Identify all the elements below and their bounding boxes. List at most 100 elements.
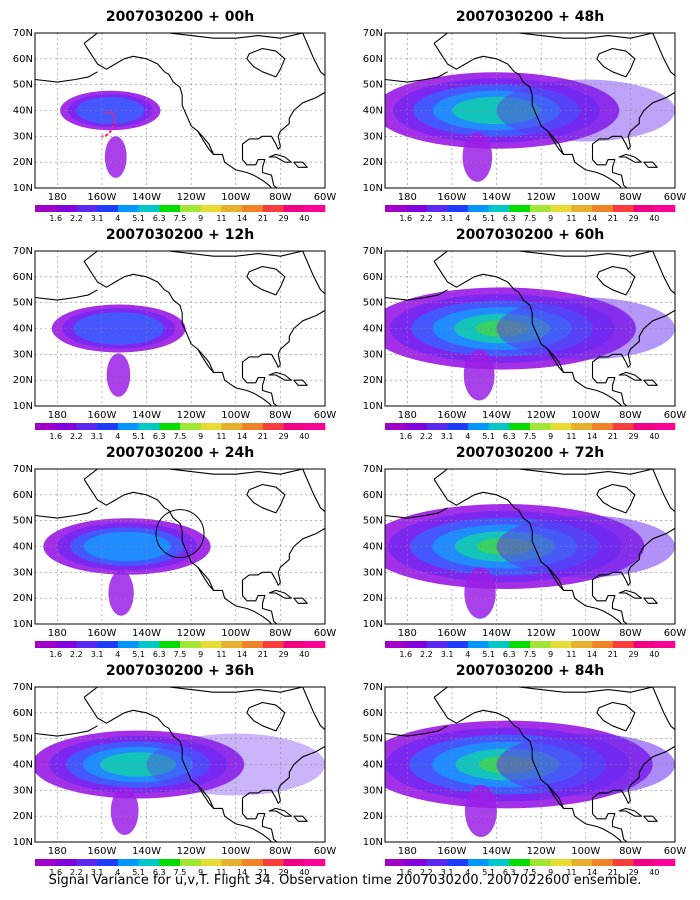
colorbar-label: 1.6 bbox=[399, 432, 412, 441]
lon-tick-label: 80W bbox=[269, 410, 292, 421]
colorbar-label: 40 bbox=[299, 650, 309, 659]
colorbar-swatch bbox=[592, 641, 614, 648]
lon-tick-label: 80W bbox=[619, 628, 642, 639]
lon-tick-label: 160W bbox=[87, 846, 116, 857]
lon-tick-label: 100W bbox=[571, 192, 600, 203]
colorbar-swatch bbox=[221, 859, 243, 866]
colorbar-swatch bbox=[283, 859, 305, 866]
lon-tick-label: 140W bbox=[482, 192, 511, 203]
colorbar-swatch bbox=[571, 205, 593, 212]
colorbar-label: 21 bbox=[258, 650, 268, 659]
colorbar-label: 11 bbox=[216, 432, 226, 441]
colorbar-swatch bbox=[138, 205, 160, 212]
map-panel: 2007030200 + 24h 70N 60N 50N 40N 30N 20N 10N 180… bbox=[10, 444, 350, 659]
colorbar-swatch bbox=[654, 423, 676, 430]
colorbar-label: 4 bbox=[465, 868, 470, 877]
colorbar-swatch bbox=[633, 423, 655, 430]
colorbar-label: 1.6 bbox=[49, 868, 62, 877]
colorbar-swatch bbox=[509, 641, 531, 648]
colorbar-label: 14 bbox=[237, 868, 247, 877]
colorbar-label: 11 bbox=[216, 214, 226, 223]
variance-tongue bbox=[110, 787, 139, 835]
variance-tongue bbox=[464, 567, 496, 619]
colorbar-label: 11 bbox=[566, 432, 576, 441]
colorbar-label: 9 bbox=[198, 432, 203, 441]
coastline bbox=[35, 33, 325, 188]
lon-tick-label: 80W bbox=[619, 846, 642, 857]
colorbar-label: 9 bbox=[548, 432, 553, 441]
colorbar-swatch bbox=[488, 641, 510, 648]
lon-tick-label: 180 bbox=[48, 846, 67, 857]
lon-tick-label: 140W bbox=[482, 628, 511, 639]
colorbar-swatch bbox=[550, 641, 572, 648]
colorbar-swatch bbox=[633, 205, 655, 212]
colorbar-label: 14 bbox=[237, 432, 247, 441]
map-figure: 70N 60N 50N 40N 30N 20N 10N 180 160W 140W 120W 100W… bbox=[13, 246, 337, 441]
colorbar-swatch bbox=[612, 423, 634, 430]
variance-contour-2 bbox=[73, 312, 165, 345]
lon-tick-label: 100W bbox=[221, 410, 250, 421]
map-panel: 2007030200 + 48h 70N 60N 50N 40N 30N 20N 10N 180… bbox=[360, 8, 700, 223]
lon-tick-label: 60W bbox=[664, 628, 687, 639]
lat-tick-label: 30N bbox=[13, 349, 33, 360]
lon-tick-label: 120W bbox=[177, 846, 206, 857]
lon-tick-label: 140W bbox=[482, 410, 511, 421]
colorbar-label: 1.6 bbox=[399, 214, 412, 223]
colorbar-swatch bbox=[55, 641, 77, 648]
colorbar-label: 7.5 bbox=[524, 432, 537, 441]
coastline bbox=[385, 687, 675, 842]
colorbar-swatch bbox=[550, 205, 572, 212]
colorbar-swatch bbox=[447, 859, 469, 866]
colorbar-swatch bbox=[592, 423, 614, 430]
colorbar-label: 14 bbox=[237, 650, 247, 659]
lon-tick-label: 180 bbox=[398, 192, 417, 203]
lat-tick-label: 60N bbox=[13, 490, 33, 501]
colorbar-swatch bbox=[612, 859, 634, 866]
colorbar-label: 40 bbox=[649, 214, 659, 223]
colorbar-swatch bbox=[385, 641, 407, 648]
colorbar-swatch bbox=[530, 205, 552, 212]
lat-tick-label: 30N bbox=[363, 567, 383, 578]
colorbar-label: 5.1 bbox=[132, 868, 145, 877]
lat-tick-label: 40N bbox=[363, 542, 383, 553]
lon-tick-label: 160W bbox=[87, 192, 116, 203]
colorbar-swatch bbox=[159, 641, 181, 648]
colorbar-label: 6.3 bbox=[503, 868, 516, 877]
colorbar-swatch bbox=[180, 641, 202, 648]
colorbar-swatch bbox=[612, 641, 634, 648]
colorbar-label: 29 bbox=[278, 868, 288, 877]
colorbar-swatch bbox=[55, 859, 77, 866]
colorbar-label: 1.6 bbox=[399, 868, 412, 877]
colorbar-label: 9 bbox=[198, 214, 203, 223]
colorbar-swatch bbox=[488, 205, 510, 212]
lat-tick-label: 30N bbox=[13, 131, 33, 142]
colorbar-label: 6.3 bbox=[153, 868, 166, 877]
lat-tick-label: 50N bbox=[363, 298, 383, 309]
figure-caption: Signal Variance for u,v,T. Flight 34. Ob… bbox=[48, 873, 642, 888]
colorbar-label: 21 bbox=[608, 432, 618, 441]
colorbar-label: 7.5 bbox=[174, 432, 187, 441]
lat-tick-label: 20N bbox=[363, 157, 383, 168]
lat-tick-label: 20N bbox=[363, 593, 383, 604]
colorbar-label: 7.5 bbox=[524, 650, 537, 659]
panel-title: 2007030200 + 48h bbox=[455, 9, 605, 25]
colorbar-swatch bbox=[467, 205, 489, 212]
lon-tick-label: 180 bbox=[398, 410, 417, 421]
coastline bbox=[35, 687, 325, 842]
colorbar-swatch bbox=[385, 205, 407, 212]
colorbar-swatch bbox=[509, 205, 531, 212]
colorbar-swatch bbox=[426, 205, 448, 212]
colorbar-label: 40 bbox=[649, 868, 659, 877]
coastline bbox=[35, 469, 325, 624]
colorbar-swatch bbox=[550, 859, 572, 866]
map-figure: 70N 60N 50N 40N 30N 20N 10N 180 160W 140W 120W 100W… bbox=[13, 682, 337, 877]
lat-tick-label: 40N bbox=[13, 324, 33, 335]
colorbar-swatch bbox=[76, 641, 98, 648]
colorbar-swatch bbox=[262, 205, 284, 212]
map-figure: 70N 60N 50N 40N 30N 20N 10N 180 160W 140W 120W 100W… bbox=[363, 464, 687, 659]
colorbar-label: 21 bbox=[608, 650, 618, 659]
colorbar-swatch bbox=[159, 205, 181, 212]
colorbar-swatch bbox=[509, 859, 531, 866]
colorbar-swatch bbox=[159, 423, 181, 430]
lon-tick-label: 80W bbox=[619, 410, 642, 421]
